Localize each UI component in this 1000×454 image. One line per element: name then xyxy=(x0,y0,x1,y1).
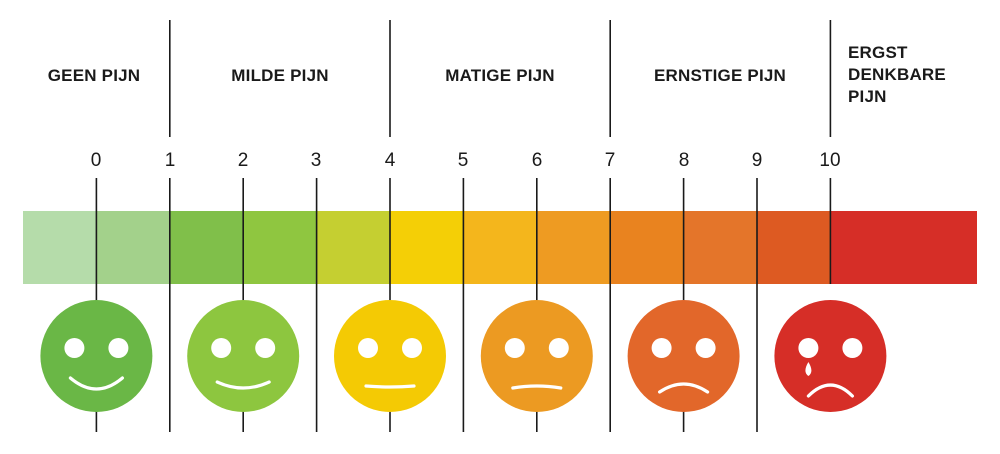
left-eye xyxy=(358,338,378,358)
left-eye xyxy=(211,338,232,358)
tick-label-2: 2 xyxy=(237,150,249,171)
right-eye xyxy=(108,338,129,358)
right-eye xyxy=(695,338,716,358)
mouth xyxy=(657,382,710,394)
neutral-face-icon xyxy=(334,300,446,412)
mouth xyxy=(364,384,416,389)
left-eye xyxy=(798,338,819,358)
bar-segment-11 xyxy=(830,211,977,284)
mouth xyxy=(806,383,855,398)
tick-label-4: 4 xyxy=(384,150,396,171)
left-eye xyxy=(504,338,525,358)
tick-label-8: 8 xyxy=(678,150,690,171)
category-label-milde-pijn: MILDE PIJN xyxy=(231,66,329,85)
bar-segment-7 xyxy=(536,211,611,284)
tick-label-5: 5 xyxy=(457,150,469,171)
bar-segment-8 xyxy=(610,211,685,284)
right-eye xyxy=(255,338,276,358)
category-label-ergst-denkbare-pijn: ERGST DENKBARE PIJN xyxy=(848,43,946,106)
tear-drop-icon xyxy=(805,362,812,376)
bar-segment-9 xyxy=(683,211,758,284)
right-eye xyxy=(548,338,569,358)
bar-segment-5 xyxy=(390,211,464,284)
left-eye xyxy=(651,338,672,358)
tick-label-6: 6 xyxy=(531,150,543,171)
bar-segment-6 xyxy=(463,211,538,284)
tick-label-1: 1 xyxy=(164,150,176,171)
bar-segment-2 xyxy=(169,211,244,284)
bar-segment-1 xyxy=(96,211,171,284)
big-smile-face-icon xyxy=(40,300,153,412)
right-eye xyxy=(842,338,863,358)
right-eye xyxy=(402,338,422,358)
bar-segment-10 xyxy=(757,211,831,284)
tick-label-0: 0 xyxy=(90,150,102,171)
left-eye xyxy=(64,338,85,358)
bar-segment-0 xyxy=(23,211,97,284)
tick-label-7: 7 xyxy=(604,150,616,171)
faces-row xyxy=(40,300,887,412)
tick-label-3: 3 xyxy=(310,150,322,171)
frown-face-icon xyxy=(627,300,740,412)
mouth xyxy=(511,384,563,390)
mouth xyxy=(215,380,271,390)
bar-segment-3 xyxy=(243,211,318,284)
bar-segment-4 xyxy=(316,211,391,284)
category-label-geen-pijn: GEEN PIJN xyxy=(47,66,141,85)
tick-label-9: 9 xyxy=(751,150,763,171)
category-label-matige-pijn: MATIGE PIJN xyxy=(445,66,555,85)
mouth xyxy=(68,376,125,391)
slight-frown-face-icon xyxy=(480,300,593,412)
color-bar xyxy=(23,211,977,284)
category-label-ernstige-pijn: ERNSTIGE PIJN xyxy=(653,66,787,85)
crying-face-icon xyxy=(774,300,887,412)
smile-face-icon xyxy=(187,300,300,412)
tick-label-10: 10 xyxy=(819,150,841,171)
